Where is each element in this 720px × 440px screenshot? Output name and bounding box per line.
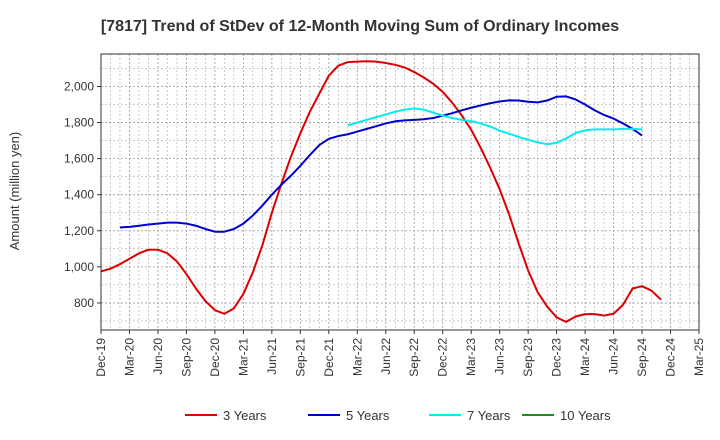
y-tick-label: 1,800 (64, 116, 94, 130)
x-tick-label: Sep-21 (293, 338, 307, 377)
legend-label: 7 Years (467, 408, 511, 423)
chart-title: [7817] Trend of StDev of 12-Month Moving… (101, 18, 619, 35)
y-axis-label: Amount (million yen) (7, 132, 22, 251)
grid (101, 54, 699, 330)
x-tick-label: Jun-24 (607, 338, 621, 375)
x-tick-label: Sep-22 (407, 338, 421, 377)
series-group (100, 60, 662, 323)
x-tick-label: Dec-21 (322, 338, 336, 377)
y-axis-ticks: 800 1,000 1,200 1,400 1,600 1,800 2,000 (64, 79, 101, 310)
x-tick-label: Jun-22 (379, 338, 393, 375)
y-tick-label: 1,600 (64, 152, 94, 166)
x-tick-label: Sep-24 (635, 338, 649, 377)
x-tick-label: Jun-20 (151, 338, 165, 375)
y-tick-label: 800 (74, 296, 94, 310)
x-tick-label: Jun-23 (493, 338, 507, 375)
x-tick-label: Mar-22 (350, 338, 364, 376)
x-tick-label: Sep-20 (179, 338, 193, 377)
y-tick-label: 1,000 (64, 260, 94, 274)
x-tick-label: Dec-23 (550, 338, 564, 377)
y-tick-label: 1,200 (64, 224, 94, 238)
legend-label: 5 Years (346, 408, 390, 423)
series-line-3-years (100, 60, 662, 323)
y-tick-label: 2,000 (64, 79, 94, 93)
series-line-5-years (119, 95, 643, 233)
x-axis-ticks: Dec-19 Mar-20 Jun-20 Sep-20 Dec-20 Mar-21 Jun-… (94, 330, 706, 377)
legend-label: 10 Years (560, 408, 611, 423)
x-tick-label: Jun-21 (265, 338, 279, 375)
x-tick-label: Dec-22 (436, 338, 450, 377)
x-tick-label: Dec-20 (208, 338, 222, 377)
legend-label: 3 Years (223, 408, 267, 423)
x-tick-label: Mar-25 (692, 338, 706, 376)
x-tick-label: Mar-20 (122, 338, 136, 376)
series-line-7-years (347, 107, 643, 146)
x-tick-label: Mar-24 (578, 338, 592, 376)
plot-frame (100, 53, 700, 331)
x-tick-label: Sep-23 (521, 338, 535, 377)
x-tick-label: Mar-21 (236, 338, 250, 376)
y-tick-label: 1,400 (64, 188, 94, 202)
x-tick-label: Dec-24 (664, 338, 678, 377)
x-tick-label: Dec-19 (94, 338, 108, 377)
legend: 3 Years 5 Years 7 Years 10 Years (185, 408, 611, 423)
x-tick-label: Mar-23 (464, 338, 478, 376)
